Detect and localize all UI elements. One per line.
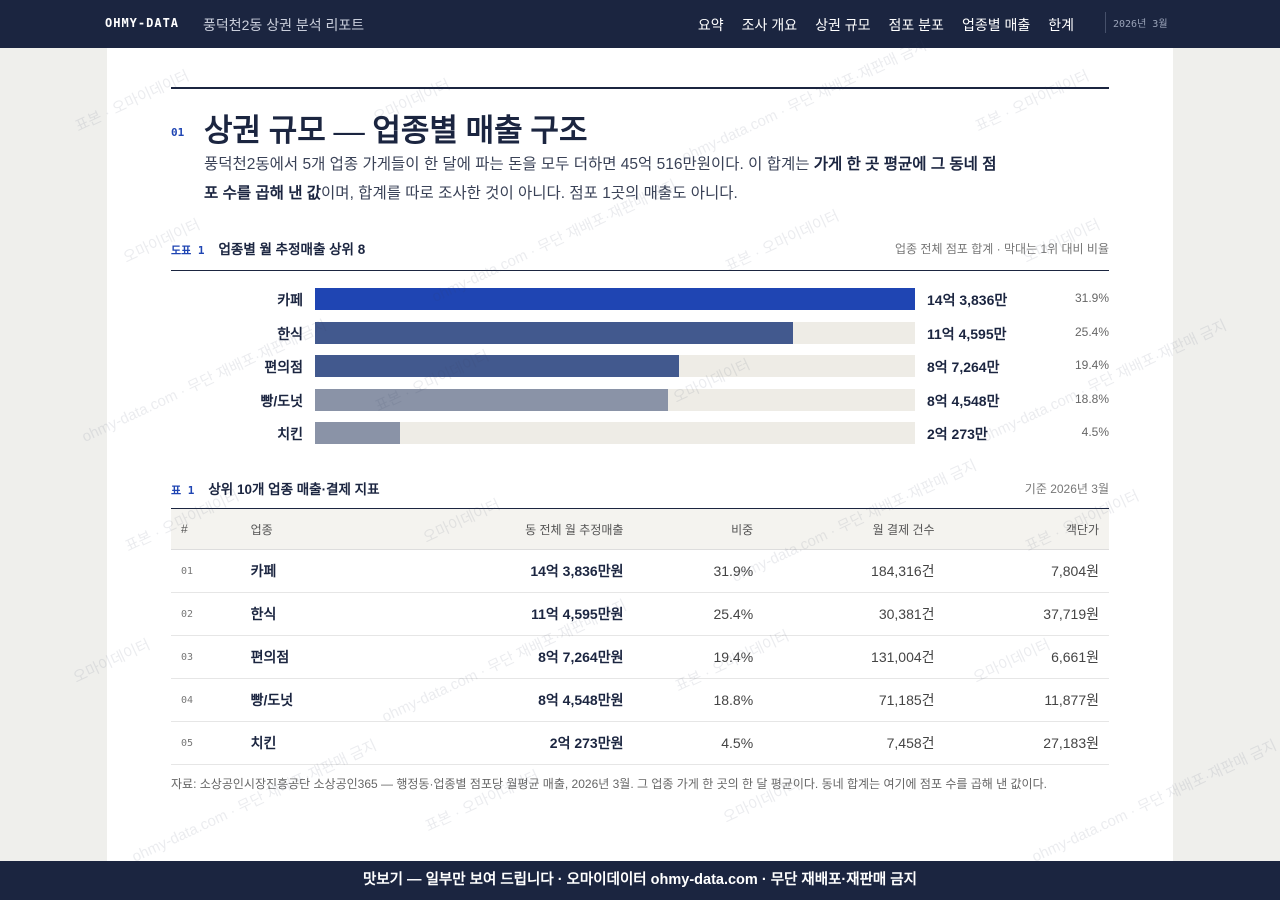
bar [315, 422, 400, 445]
table-cell: 03 [171, 635, 241, 679]
report-name: 풍덕천2동 상권 분석 리포트 [203, 17, 365, 33]
category-label: 치킨 [277, 426, 303, 443]
metrics-table: # 업종 동 전체 월 추정매출 비중 월 결제 건수 객단가 01 카페 14억 3,836만… [171, 508, 1109, 765]
brand[interactable]: OHMY-DATA [105, 16, 180, 30]
table-cell: 18.8% [633, 678, 764, 722]
value-label: 8억 4,548만 [927, 392, 1000, 409]
table-cell: 19.4% [633, 635, 764, 679]
column-header: 동 전체 월 추정매출 [376, 508, 634, 550]
column-header: 업종 [240, 508, 377, 550]
value-label: 11억 4,595만 [927, 325, 1007, 342]
column-header: 객단가 [944, 508, 1109, 550]
figure-label: 도표 1 [171, 244, 205, 257]
share-label: 19.4% [1074, 358, 1109, 373]
table-cell: 14억 3,836만원 [376, 549, 634, 593]
lead-emphasis: 가게 한 곳 평균에 그 동네 점포 수를 곱해 낸 값 [204, 156, 997, 202]
bar [315, 355, 679, 378]
table-cell: 31.9% [633, 549, 764, 593]
table-row: 03 편의점 8억 7,264만원 19.4% 131,004건 6,661원 [171, 635, 1109, 679]
table-body: 01 카페 14억 3,836만원 31.9% 184,316건 7,804원 02 한식 11… [171, 549, 1109, 765]
column-header: 비중 [633, 508, 764, 550]
table-cell: 편의점 [240, 635, 377, 679]
nav-link[interactable]: 점포 분포 [888, 17, 944, 33]
figure-note: 업종 전체 점포 합계 · 막대는 1위 대비 비율 [895, 242, 1109, 256]
bar [315, 288, 915, 310]
table-caption: 표 1 상위 10개 업종 매출·결제 지표 기준 2026년 3월 [171, 478, 1109, 502]
table-cell: 한식 [240, 592, 377, 636]
section-number: 01 [171, 126, 185, 139]
table-note: 기준 2026년 3월 [1024, 482, 1109, 496]
table-cell: 7,458건 [763, 721, 945, 765]
table-cell: 25.4% [633, 592, 764, 636]
table-cell: 8억 4,548만원 [376, 678, 634, 722]
section-rule [171, 87, 1109, 89]
column-header: 월 결제 건수 [763, 508, 945, 550]
table-cell: 4.5% [633, 721, 764, 765]
table-cell: 11,877원 [944, 678, 1109, 722]
figure-rule [171, 270, 1109, 271]
category-label: 카페 [277, 292, 303, 308]
nav-link[interactable]: 상권 규모 [815, 17, 871, 33]
report-date: 2026년 3월 [1105, 12, 1168, 33]
table-label: 표 1 [171, 484, 195, 497]
bar-track [315, 422, 915, 445]
category-label: 한식 [277, 325, 303, 342]
content-card: 01 상권 규모 — 업종별 매출 구조 풍덕천2동에서 5개 업종 가게들이 … [107, 48, 1173, 861]
table-cell: 2억 273만원 [376, 721, 634, 765]
nav-links: 요약 조사 개요 상권 규모 점포 분포 업종별 매출 한계 [698, 15, 1074, 35]
share-label: 31.9% [1074, 291, 1109, 305]
table-cell: 27,183원 [944, 721, 1109, 765]
section-title: 상권 규모 — 업종별 매출 구조 [204, 113, 588, 148]
header-row: # 업종 동 전체 월 추정매출 비중 월 결제 건수 객단가 [171, 508, 1109, 550]
figure-title: 업종별 월 추정매출 상위 8 [218, 242, 366, 257]
table-row: 01 카페 14억 3,836만원 31.9% 184,316건 7,804원 [171, 549, 1109, 593]
nav-link[interactable]: 업종별 매출 [961, 17, 1031, 33]
share-label: 4.5% [1081, 425, 1109, 440]
table-cell: 7,804원 [944, 549, 1109, 593]
lead: 풍덕천2동에서 5개 업종 가게들이 한 달에 파는 돈을 모두 더하면 45억… [204, 150, 1004, 208]
value-label: 8억 7,264만 [927, 359, 1000, 376]
table-cell: 184,316건 [763, 549, 945, 593]
table-cell: 카페 [240, 549, 377, 593]
table-cell: 05 [171, 721, 241, 765]
table-cell: 04 [171, 678, 241, 722]
table-row: 05 치킨 2억 273만원 4.5% 7,458건 27,183원 [171, 721, 1109, 765]
nav-link[interactable]: 요약 [697, 17, 724, 33]
table-row: 04 빵/도넛 8억 4,548만원 18.8% 71,185건 11,877원 [171, 678, 1109, 722]
table-row: 02 한식 11억 4,595만원 25.4% 30,381건 37,719원 [171, 592, 1109, 636]
table-title: 상위 10개 업종 매출·결제 지표 [208, 482, 380, 497]
table-cell: 01 [171, 549, 241, 593]
bar [315, 321, 794, 344]
footer-banner: 맛보기 — 일부만 보여 드립니다 · 오마이데이터 ohmy-data.com… [0, 861, 1280, 900]
table-cell: 131,004건 [763, 635, 945, 679]
nav-link[interactable]: 조사 개요 [741, 17, 798, 33]
lead-text: 풍덕천2동에서 5개 업종 가게들이 한 달에 파는 돈을 모두 더하면 45억… [204, 156, 814, 173]
category-label: 빵/도넛 [260, 392, 303, 409]
source-note: 자료: 소상공인시장진흥공단 소상공인365 — 행정동·업종별 점포당 월평균… [171, 777, 1047, 791]
table-cell: 02 [171, 592, 241, 636]
bar [315, 388, 668, 411]
value-label: 2억 273만 [927, 426, 988, 443]
table-cell: 11억 4,595만원 [376, 592, 634, 636]
nav-link[interactable]: 한계 [1048, 17, 1074, 33]
figure-caption: 도표 1 업종별 월 추정매출 상위 8 업종 전체 점포 합계 · 막대는 1위 … [171, 238, 1109, 262]
table-cell: 치킨 [240, 721, 377, 765]
category-label: 편의점 [264, 359, 303, 376]
table-cell: 30,381건 [763, 592, 945, 636]
lead-text: 이며, 합계를 따로 조사한 것이 아니다. 점포 1곳의 매출도 아니다. [321, 185, 738, 202]
share-label: 25.4% [1074, 324, 1109, 339]
table-cell: 빵/도넛 [240, 678, 377, 722]
share-label: 18.8% [1074, 391, 1109, 406]
table-cell: 37,719원 [944, 592, 1109, 636]
column-header: # [171, 508, 241, 550]
table-cell: 6,661원 [944, 635, 1109, 679]
top-nav: OHMY-DATA 풍덕천2동 상권 분석 리포트 요약 조사 개요 상권 규모 점포… [0, 0, 1280, 48]
table-cell: 71,185건 [763, 678, 945, 722]
table-cell: 8억 7,264만원 [376, 635, 634, 679]
value-label: 14억 3,836만 [927, 292, 1008, 308]
bar-chart: 카페 14억 3,836만 31.9% 한식 11억 4,595만 25.4% 편의점 8억 … [107, 48, 1173, 468]
